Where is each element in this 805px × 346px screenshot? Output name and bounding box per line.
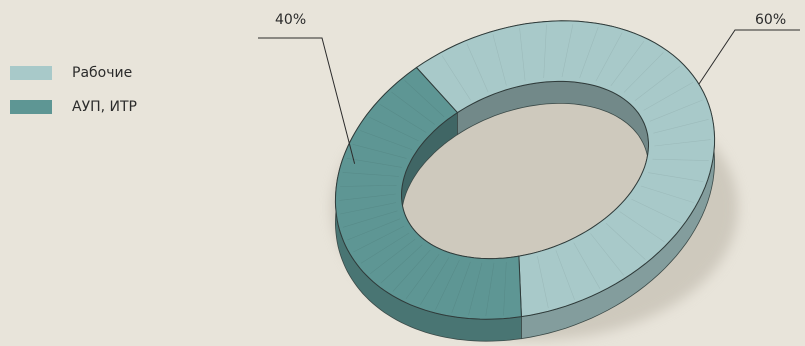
slice-hatch-workers <box>537 256 549 309</box>
legend-label-management: АУП, ИТР <box>72 99 138 115</box>
leader-line-management <box>258 37 356 164</box>
slice-hatch-workers <box>631 198 681 224</box>
slice-hatch-workers <box>543 24 547 79</box>
slice-hatch-workers <box>605 222 646 260</box>
slice-hatch-management <box>339 193 396 201</box>
slice-hatch-management <box>352 144 407 159</box>
legend-label-workers: Рабочие <box>72 65 133 81</box>
slice-hatch-workers <box>519 27 526 81</box>
slice-hatch-workers <box>595 32 623 82</box>
slice-hatch-workers <box>647 172 704 182</box>
slice-hatch-management <box>370 239 416 274</box>
slice-hatch-management <box>420 257 450 305</box>
slice-hatch-management <box>380 244 423 284</box>
slice-hatch-workers <box>441 55 471 101</box>
chart-legend: Рабочие АУП, ИТР <box>10 63 137 131</box>
legend-item-management: АУП, ИТР <box>10 97 137 117</box>
slice-hatch-management <box>404 80 445 118</box>
slice-hatch-management <box>468 262 483 316</box>
slice-hatch-workers <box>634 66 680 101</box>
data-label-management: 40% <box>275 12 307 28</box>
legend-swatch-management <box>10 100 52 114</box>
data-label-workers: 60% <box>755 12 787 28</box>
slice-hatch-management <box>340 202 397 215</box>
slice-hatch-workers <box>654 139 711 147</box>
leader-line-workers <box>698 29 800 85</box>
slice-hatch-management <box>379 103 427 133</box>
slice-hatch-workers <box>555 250 575 300</box>
slice-hatch-workers <box>579 26 599 79</box>
slice-hatch-management <box>346 158 403 168</box>
slice-hatch-workers <box>640 185 694 203</box>
slice-hatch-workers <box>573 242 601 289</box>
legend-item-workers: Рабочие <box>10 63 137 83</box>
slice-hatch-workers <box>653 119 709 134</box>
slice-hatch-management <box>451 261 471 314</box>
slice-hatch-management <box>485 262 495 317</box>
legend-swatch-workers <box>10 66 52 80</box>
slice-hatch-workers <box>643 81 694 111</box>
slice-hatch-workers <box>590 233 624 276</box>
slice-hatch-management <box>353 225 405 253</box>
slice-hatch-management <box>391 91 435 125</box>
slice-hatch-management <box>342 172 399 177</box>
slice-hatch-workers <box>619 211 665 243</box>
slice-hatch-workers <box>652 158 709 161</box>
slice-hatch-management <box>342 210 398 228</box>
slice-hatch-management <box>360 232 410 264</box>
chart-tops <box>334 20 716 320</box>
slice-hatch-workers <box>492 34 507 86</box>
slice-hatch-workers <box>649 99 703 122</box>
slice-hatch-management <box>405 253 440 299</box>
slice-hatch-workers <box>561 24 574 78</box>
slice-hatch-management <box>435 259 460 310</box>
chart-leaders <box>258 29 800 164</box>
slice-hatch-workers <box>623 52 664 93</box>
slice-hatch-management <box>340 185 397 187</box>
slice-hatch-workers <box>466 43 489 93</box>
slice-hatch-management <box>369 116 419 142</box>
slice-hatch-management <box>392 249 431 292</box>
slice-hatch-management <box>360 130 413 150</box>
slice-management <box>334 66 522 320</box>
slice-hatch-workers <box>610 41 645 87</box>
slice-hatch-management <box>347 218 401 241</box>
slice-hatch-management <box>503 261 507 316</box>
